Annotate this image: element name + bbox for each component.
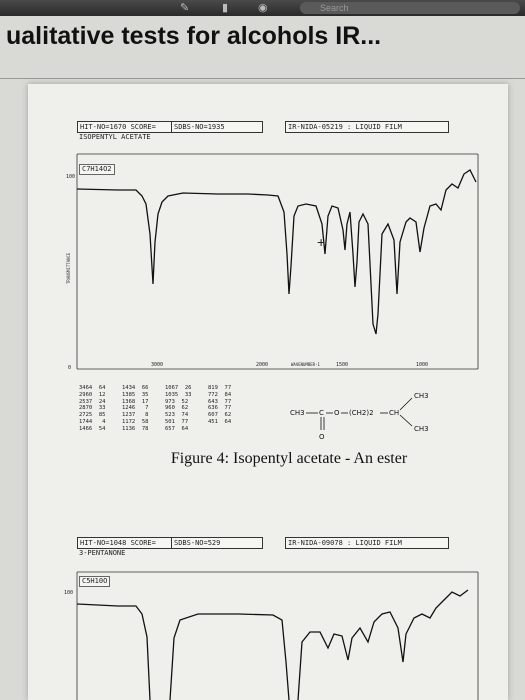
structure-branch-top: CH3 [414,392,429,400]
peak-cell: 1067 26 [165,385,192,391]
document-page: HIT-NO=1670 SCORE= SDBS-NO=1935 IR-NIDA-… [28,84,508,700]
y-bottom-label: 0 [68,365,71,371]
hit-no: HIT-NO=1670 [80,123,127,131]
peak-cell: 1237 8 [122,412,149,419]
molecular-formula: C7H14O2 [79,164,115,175]
structure-chain: (CH2)2 [349,409,374,417]
wavenumber-label: WAVENUMBER-1 [291,362,320,367]
peak-cell: 1246 7 [122,405,149,412]
pen-icon[interactable]: ✎ [180,2,190,14]
peak-table: 3464 64 1434 66 1067 26 819 77 2960 12 1385 3… [79,385,248,433]
isopentyl-acetate-structure: CH3 C O (CH2)2 CH CH3 CH3 O [290,392,429,441]
sdbs-no-box-2: SDBS-NO=529 [171,537,263,549]
figure-caption: Figure 4: Isopentyl acetate - An ester [170,450,408,467]
peak-cell: 1744 4 [79,418,106,425]
score-label: SCORE= [130,123,156,131]
profile-icon[interactable]: ◉ [258,2,268,14]
search-input[interactable]: Search [300,2,520,14]
hit-no-box-2: HIT-NO=1048 SCORE= [77,537,173,549]
structure-ch3-left: CH3 [290,409,305,417]
peak-cell: 1035 33 [165,391,192,398]
peak-cell: 819 77 [208,385,232,391]
y-top-label-2: 100 [64,590,73,596]
x-label-2000: 2000 [256,362,268,368]
hit-no-box: HIT-NO=1670 SCORE= [77,121,173,133]
peak-cell: 2537 24 [79,398,106,405]
ir-spectrum-1: 100 0 TRANSMITTANCE 3000 2000 1500 1000 … [66,153,479,371]
compound-name-2: 3-PENTANONE [79,549,126,557]
peak-cell: 772 84 [208,391,232,398]
page-title: ualitative tests for alcohols IR... [6,22,382,50]
peak-cell: 1172 58 [122,418,149,425]
peak-cell: 1466 54 [79,425,106,432]
compound-name: ISOPENTYL ACETATE [79,133,151,141]
molecular-formula-2: C5H10O [79,576,111,587]
ir-nida-box: IR-NIDA-05219 : LIQUID FILM [285,121,449,133]
y-top-label: 100 [66,174,75,180]
battery-icon: ▮ [222,2,229,14]
sdbs-no-2: SDBS-NO=529 [174,539,221,547]
ir-nida-2: IR-NIDA-09078 : LIQUID FILM [288,539,402,547]
peak-cell: 501 77 [165,418,189,425]
peak-cell: 2960 12 [79,391,106,398]
transmittance-label: TRANSMITTANCE [66,252,71,284]
x-label-3000: 3000 [151,362,163,368]
peak-cell: 2725 85 [79,412,106,419]
peak-cell: 2870 33 [79,405,106,412]
structure-carbonyl-c: C [319,409,324,417]
sdbs-no: SDBS-NO=1935 [174,123,225,131]
peak-cell: 1368 17 [122,398,149,405]
peak-cell: 3464 64 [79,385,106,391]
crosshair-marker: + [317,234,325,250]
peak-cell: 973 52 [165,398,189,405]
divider [0,78,525,79]
structure-ester-o: O [334,409,340,417]
score-label-2: SCORE= [130,539,156,547]
ir-spectrum-2: 100 [64,571,479,700]
x-label-1500: 1500 [336,362,348,368]
peak-cell: 643 77 [208,398,232,405]
peak-cell: 451 64 [208,418,232,425]
peak-cell: 1434 66 [122,385,149,391]
peak-cell: 523 74 [165,412,189,419]
ir-nida-box-2: IR-NIDA-09078 : LIQUID FILM [285,537,449,549]
peak-cell: 657 64 [165,425,189,432]
search-placeholder: Search [320,3,349,13]
spectrum-1-trace [76,169,477,335]
peak-cell [208,426,248,433]
spectrum-2-trace [76,589,469,700]
peak-cell: 960 62 [165,405,189,412]
structure-ch: CH [389,409,399,417]
sdbs-no-box: SDBS-NO=1935 [171,121,263,133]
peak-cell: 1385 35 [122,391,149,398]
peak-cell: 636 77 [208,405,232,412]
peak-cell: 607 62 [208,412,232,419]
structure-carbonyl-o: O [319,433,325,441]
structure-branch-bottom: CH3 [414,425,429,433]
x-label-1000: 1000 [416,362,428,368]
ir-nida: IR-NIDA-05219 : LIQUID FILM [288,123,402,131]
browser-toolbar: ✎ ▮ ◉ Search [0,0,525,16]
hit-no-2: HIT-NO=1048 [80,539,127,547]
peak-cell: 1136 78 [122,425,149,432]
